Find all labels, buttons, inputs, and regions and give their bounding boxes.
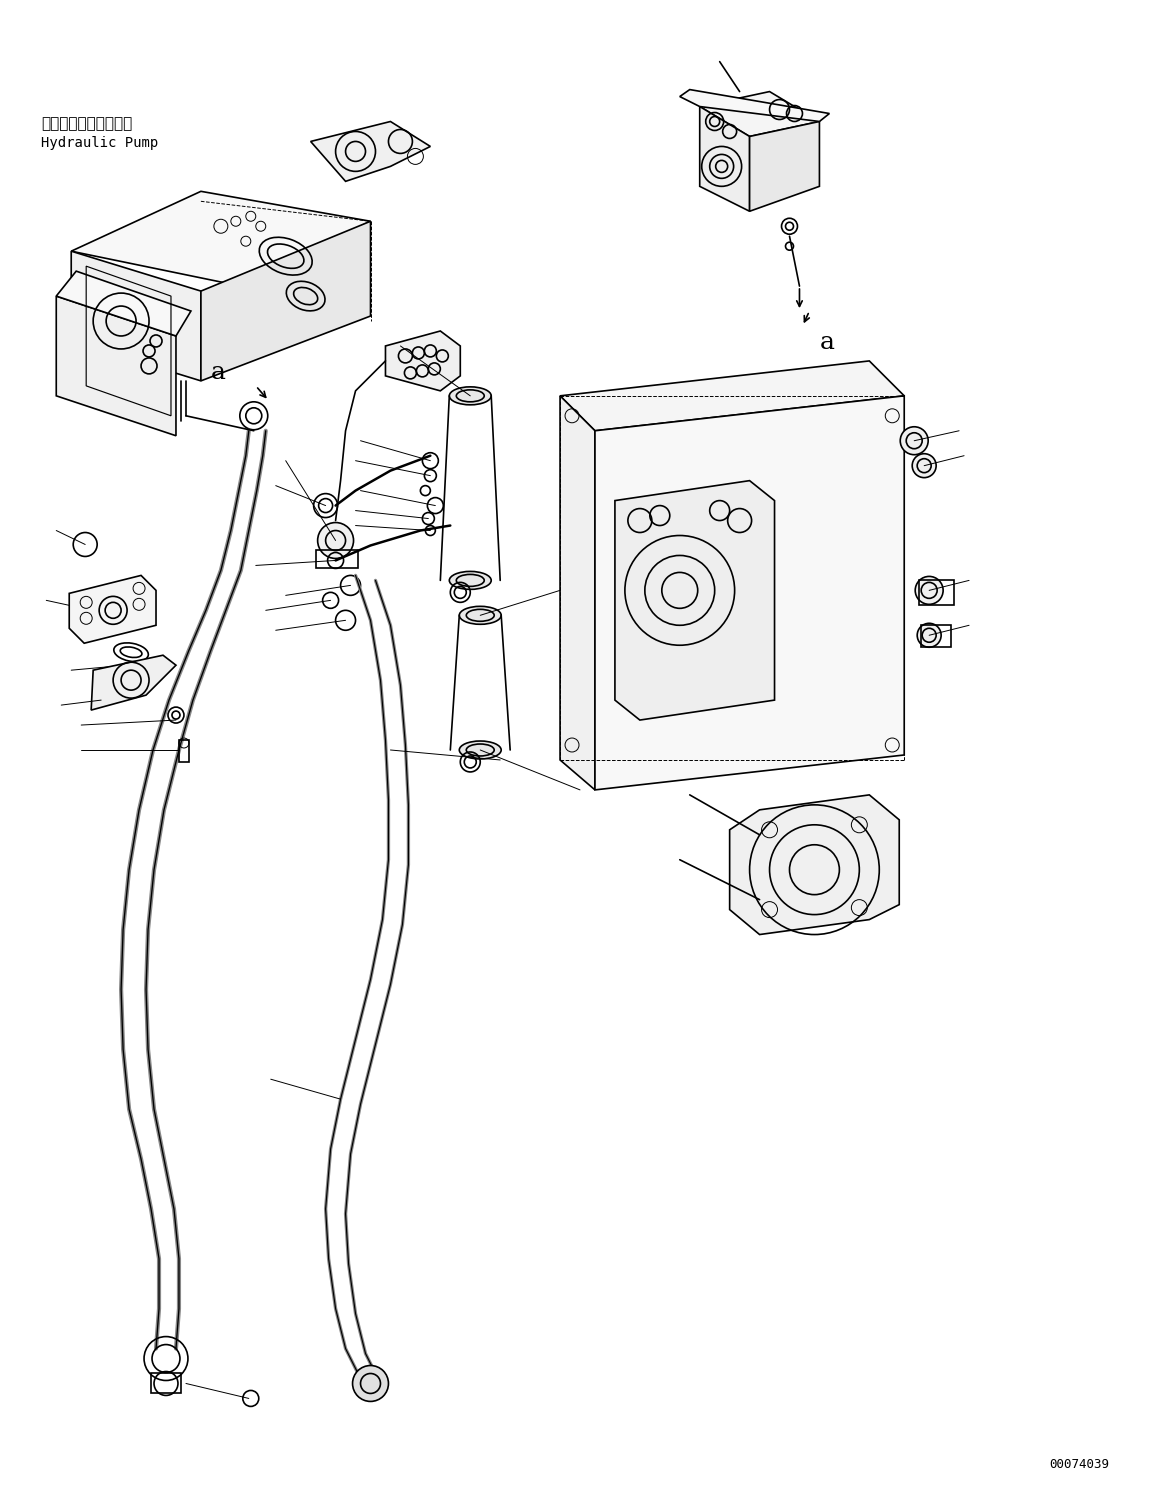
Circle shape	[915, 577, 943, 604]
Ellipse shape	[449, 571, 491, 589]
Polygon shape	[385, 331, 461, 391]
Polygon shape	[56, 297, 176, 435]
Polygon shape	[71, 250, 201, 380]
Circle shape	[900, 426, 928, 455]
Bar	[151, 1373, 181, 1394]
Ellipse shape	[459, 741, 501, 759]
Polygon shape	[750, 121, 820, 212]
Polygon shape	[729, 795, 899, 935]
Bar	[315, 550, 357, 568]
Ellipse shape	[459, 607, 501, 625]
Polygon shape	[311, 121, 430, 182]
Polygon shape	[561, 395, 595, 790]
Ellipse shape	[449, 386, 491, 406]
Polygon shape	[70, 576, 156, 643]
Polygon shape	[595, 395, 904, 790]
Bar	[921, 625, 951, 647]
Text: ハイドロリックポンプ: ハイドロリックポンプ	[42, 116, 133, 131]
Polygon shape	[201, 221, 371, 380]
Circle shape	[317, 522, 354, 559]
Text: a: a	[211, 361, 226, 383]
Text: 00074039: 00074039	[1049, 1458, 1108, 1472]
Polygon shape	[56, 271, 191, 335]
Text: Hydraulic Pump: Hydraulic Pump	[42, 137, 158, 151]
Polygon shape	[91, 655, 176, 710]
Polygon shape	[561, 361, 904, 431]
Text: a: a	[820, 331, 834, 353]
Polygon shape	[71, 191, 371, 286]
Circle shape	[912, 453, 936, 477]
Polygon shape	[700, 106, 750, 212]
Polygon shape	[679, 89, 829, 121]
Bar	[179, 740, 188, 762]
Polygon shape	[615, 480, 775, 720]
Circle shape	[352, 1366, 388, 1402]
Circle shape	[918, 623, 941, 647]
Polygon shape	[700, 91, 820, 137]
Bar	[919, 580, 954, 605]
